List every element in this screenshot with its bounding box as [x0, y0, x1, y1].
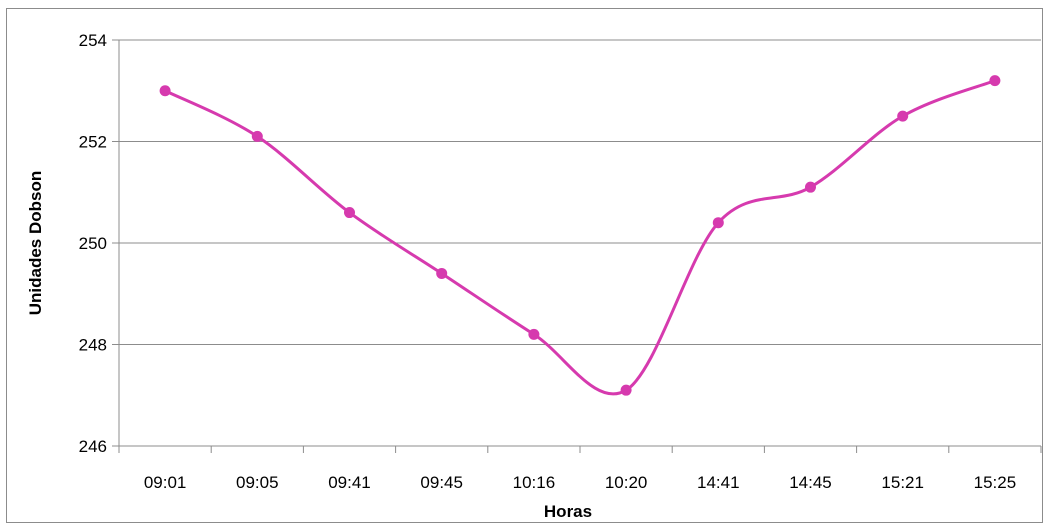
data-point: [251, 130, 263, 142]
series-points: [159, 75, 1001, 396]
y-tick-labels: 246 248 250 252 254: [79, 31, 107, 456]
x-tick-label: 09:41: [328, 473, 371, 492]
y-tick-label: 246: [79, 437, 107, 456]
chart-frame: [6, 8, 1043, 523]
y-tick-label: 254: [79, 31, 107, 50]
x-tick-label: 15:25: [974, 473, 1017, 492]
y-tick-label: 250: [79, 234, 107, 253]
gridlines: [119, 39, 1041, 345]
x-tick-label: 09:05: [236, 473, 279, 492]
data-point: [989, 75, 1001, 87]
data-point: [436, 267, 448, 279]
y-tick-label: 248: [79, 336, 107, 355]
data-point: [620, 384, 632, 396]
data-point: [712, 217, 724, 229]
y-axis-title: Unidades Dobson: [26, 171, 45, 316]
data-point: [805, 181, 816, 193]
x-tick-labels: 09:01 09:05 09:41 09:45 10:16 10:20 14:41 14:45…: [144, 473, 1016, 492]
x-tick-label: 09:45: [420, 473, 463, 492]
data-point: [159, 85, 171, 97]
x-tick-label: 14:45: [789, 473, 832, 492]
x-tick-label: 10:16: [513, 473, 556, 492]
x-tick-label: 14:41: [697, 473, 740, 492]
data-point: [897, 110, 909, 122]
y-tick-label: 252: [79, 133, 107, 152]
data-point: [528, 328, 540, 340]
x-tick-label: 15:21: [881, 473, 924, 492]
data-point: [344, 207, 355, 219]
x-tick-label: 10:20: [605, 473, 648, 492]
series-line: [164, 79, 996, 396]
axes: [112, 39, 1042, 453]
series-lines: [164, 79, 996, 396]
x-tick-label: 09:01: [144, 473, 187, 492]
x-axis-title: Horas: [544, 502, 592, 521]
